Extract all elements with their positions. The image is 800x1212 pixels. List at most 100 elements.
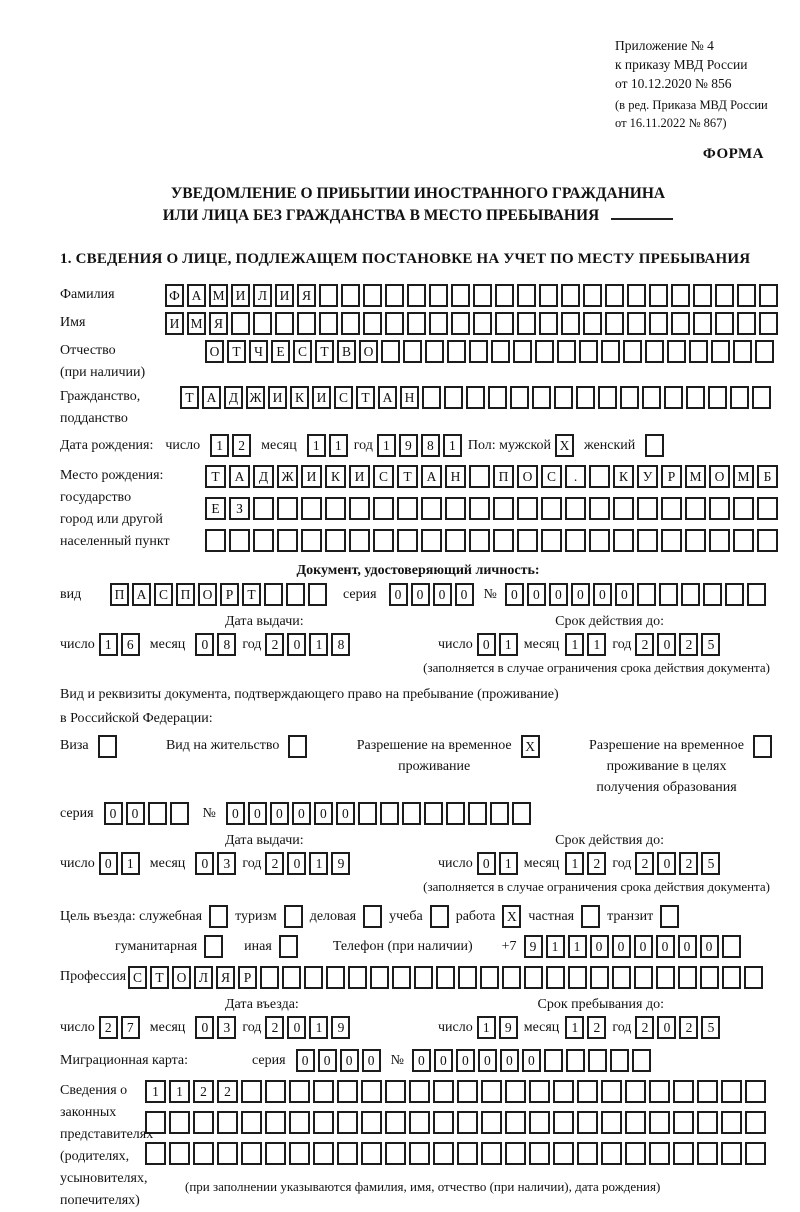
char-cell-filled[interactable]: 0 [477,1049,497,1072]
char-cell-empty[interactable] [686,386,705,409]
char-cell-filled[interactable]: 0 [699,935,719,958]
char-cell-empty[interactable] [286,583,305,606]
char-cell-filled[interactable]: 1 [565,852,585,875]
char-cell-empty[interactable] [253,312,272,335]
char-cell-empty[interactable] [505,1142,526,1165]
char-cell-empty[interactable] [613,497,634,520]
char-cell-empty[interactable] [397,497,418,520]
char-cell-empty[interactable] [733,340,752,363]
char-cell-empty[interactable] [349,529,370,552]
char-cell-empty[interactable] [529,1111,550,1134]
char-cell-empty[interactable] [403,340,422,363]
char-cell-filled[interactable]: 0 [504,583,524,606]
char-cell-empty[interactable] [445,802,465,825]
char-cell-empty[interactable] [613,529,634,552]
char-cell-filled[interactable]: 0 [287,852,307,875]
char-cell-filled[interactable]: 6 [120,633,140,656]
char-cell-empty[interactable] [529,1142,550,1165]
char-cell-filled[interactable]: Я [297,284,316,307]
char-cell-filled[interactable]: 0 [592,583,612,606]
char-cell-filled[interactable]: 0 [195,1016,215,1039]
char-cell-empty[interactable] [623,340,642,363]
char-cell-empty[interactable] [561,284,580,307]
char-cell-empty[interactable] [557,340,576,363]
char-cell-empty[interactable] [337,1080,358,1103]
char-cell-filled[interactable]: Т [356,386,375,409]
char-cell-filled[interactable]: 1 [567,935,587,958]
char-cell-empty[interactable] [444,386,463,409]
char-cell-empty[interactable] [169,802,189,825]
char-cell-filled[interactable]: Д [224,386,243,409]
char-cell-empty[interactable] [532,386,551,409]
char-cell-filled[interactable]: П [493,465,514,488]
char-cell-filled[interactable]: И [349,465,370,488]
char-cell-empty[interactable] [711,340,730,363]
char-cell-empty[interactable] [661,529,682,552]
char-cell-filled[interactable]: 0 [103,802,123,825]
char-cell-filled[interactable]: 3 [217,1016,237,1039]
char-cell-empty[interactable] [433,1142,454,1165]
char-cell-empty[interactable] [627,284,646,307]
char-cell-empty[interactable] [625,1111,646,1134]
char-cell-filled[interactable]: Н [445,465,466,488]
char-cell-filled[interactable]: 2 [679,1016,699,1039]
char-cell-empty[interactable] [517,312,536,335]
char-cell-filled[interactable]: 1 [565,1016,585,1039]
char-cell-empty[interactable] [752,735,772,758]
char-cell-filled[interactable]: 0 [195,852,215,875]
char-cell-empty[interactable] [205,529,226,552]
char-cell-filled[interactable]: 2 [635,1016,655,1039]
char-cell-empty[interactable] [625,1142,646,1165]
char-cell-empty[interactable] [301,497,322,520]
char-cell-empty[interactable] [319,284,338,307]
char-cell-filled[interactable]: 1 [309,852,329,875]
char-cell-empty[interactable] [583,284,602,307]
char-cell-empty[interactable] [693,284,712,307]
char-cell-filled[interactable]: 2 [635,633,655,656]
char-cell-filled[interactable]: 1 [376,434,396,457]
char-cell-filled[interactable]: 0 [521,1049,541,1072]
char-cell-filled[interactable]: Л [194,966,213,989]
char-cell-filled[interactable]: О [172,966,191,989]
char-cell-filled[interactable]: 2 [635,852,655,875]
char-cell-filled[interactable]: 0 [295,1049,315,1072]
char-cell-filled[interactable]: 0 [125,802,145,825]
char-cell-filled[interactable]: О [359,340,378,363]
char-cell-filled[interactable]: 1 [169,1080,190,1103]
char-cell-empty[interactable] [469,340,488,363]
char-cell-filled[interactable]: 2 [193,1080,214,1103]
char-cell-filled[interactable]: 1 [98,633,118,656]
char-cell-empty[interactable] [495,312,514,335]
char-cell-filled[interactable]: 0 [454,583,474,606]
char-cell-filled[interactable]: 0 [570,583,590,606]
char-cell-empty[interactable] [721,1080,742,1103]
char-cell-filled[interactable]: 9 [523,935,543,958]
char-cell-empty[interactable] [539,312,558,335]
char-cell-empty[interactable] [289,1142,310,1165]
char-cell-filled[interactable]: Т [397,465,418,488]
char-cell-empty[interactable] [539,284,558,307]
char-cell-filled[interactable]: О [517,465,538,488]
char-cell-empty[interactable] [231,312,250,335]
char-cell-empty[interactable] [289,1111,310,1134]
char-cell-empty[interactable] [361,1111,382,1134]
char-cell-filled[interactable]: 1 [565,633,585,656]
char-cell-filled[interactable]: 0 [657,633,677,656]
char-cell-filled[interactable]: 5 [701,1016,721,1039]
char-cell-empty[interactable] [308,583,327,606]
char-cell-empty[interactable] [673,1142,694,1165]
char-cell-filled[interactable]: 1 [498,852,518,875]
char-cell-empty[interactable] [370,966,389,989]
char-cell-empty[interactable] [612,966,631,989]
char-cell-empty[interactable] [583,312,602,335]
char-cell-filled[interactable]: 0 [339,1049,359,1072]
char-cell-filled[interactable]: М [685,465,706,488]
char-cell-filled[interactable]: 2 [679,633,699,656]
char-cell-empty[interactable] [577,1080,598,1103]
char-cell-empty[interactable] [407,312,426,335]
char-cell-empty[interactable] [373,497,394,520]
char-cell-empty[interactable] [481,1111,502,1134]
char-cell-empty[interactable] [601,1080,622,1103]
char-cell-filled[interactable]: Я [216,966,235,989]
char-cell-empty[interactable] [488,386,507,409]
